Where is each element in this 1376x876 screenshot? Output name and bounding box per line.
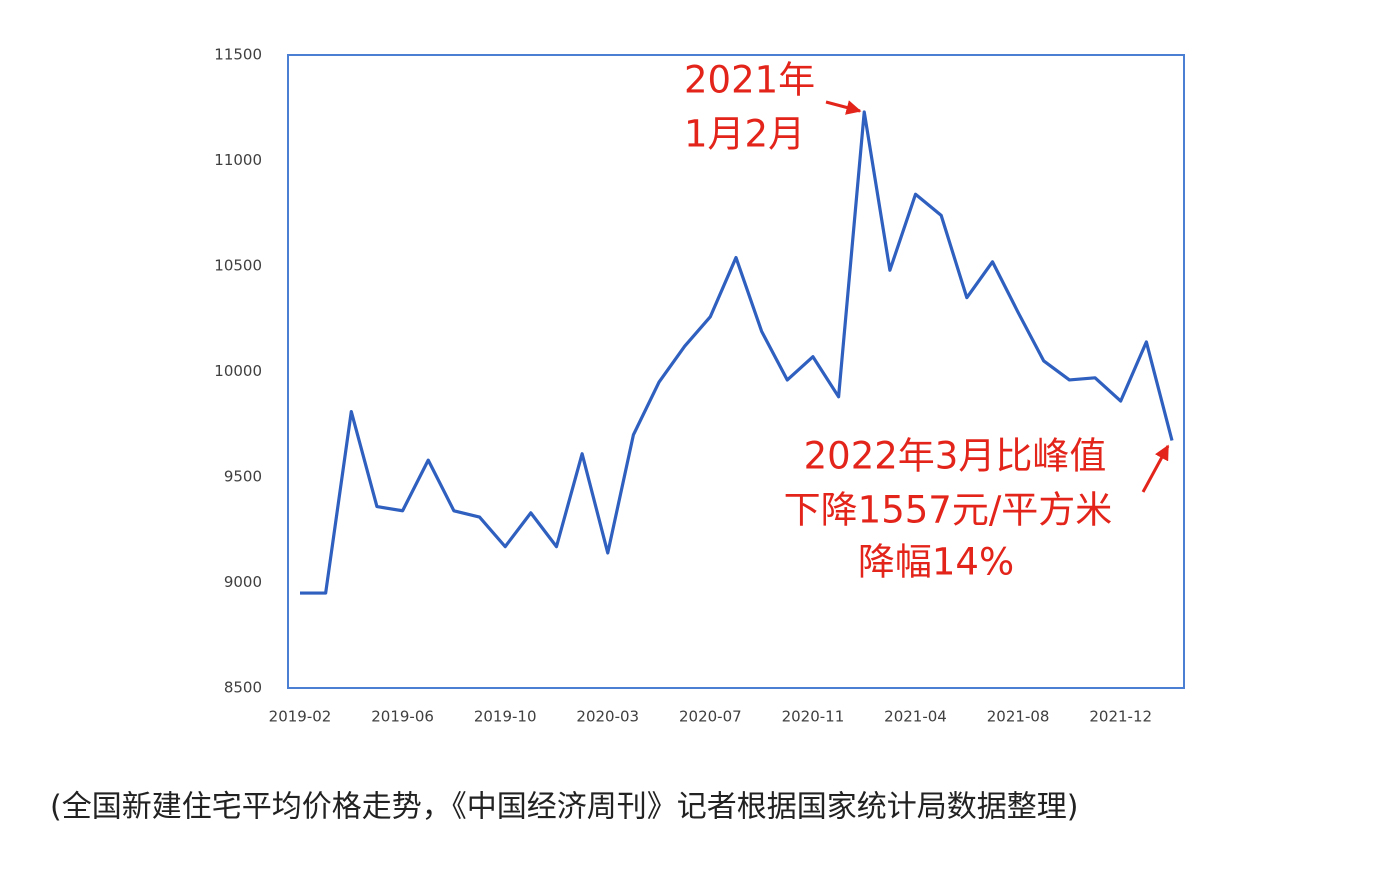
arrow (1141, 444, 1170, 493)
line (300, 110, 1174, 595)
x-tick-label: 2021-08 (987, 708, 1050, 726)
annotation: 降幅14% (858, 541, 1014, 584)
plot-frame (287, 54, 1185, 689)
annotation: 下降1557元/平方米 (784, 489, 1113, 532)
y-tick-label: 11500 (214, 46, 262, 64)
y-tick-label: 9000 (224, 573, 262, 591)
x-tick-label: 2020-07 (679, 708, 742, 726)
x-tick-label: 2021-12 (1089, 708, 1152, 726)
annotation: 2022年3月比峰值 (804, 435, 1107, 478)
y-tick-label: 10500 (214, 257, 262, 275)
y-tick-label: 11000 (214, 151, 262, 169)
x-tick-label: 2020-03 (576, 708, 639, 726)
y-tick-label: 10000 (214, 362, 262, 380)
caption: (全国新建住宅平均价格走势，《中国经济周刊》记者根据国家统计局数据整理) (50, 790, 1078, 825)
y-tick-label: 9500 (224, 468, 262, 486)
x-tick-label: 2019-06 (371, 708, 434, 726)
y-tick-label: 8500 (224, 679, 262, 697)
x-tick-label: 2019-10 (474, 708, 537, 726)
arrow (825, 100, 862, 115)
annotation: 1月2月 (684, 113, 805, 156)
x-tick-label: 2020-11 (782, 708, 845, 726)
annotation: 2021年 (684, 59, 815, 102)
x-tick-label: 2019-02 (269, 708, 332, 726)
x-tick-label: 2021-04 (884, 708, 947, 726)
